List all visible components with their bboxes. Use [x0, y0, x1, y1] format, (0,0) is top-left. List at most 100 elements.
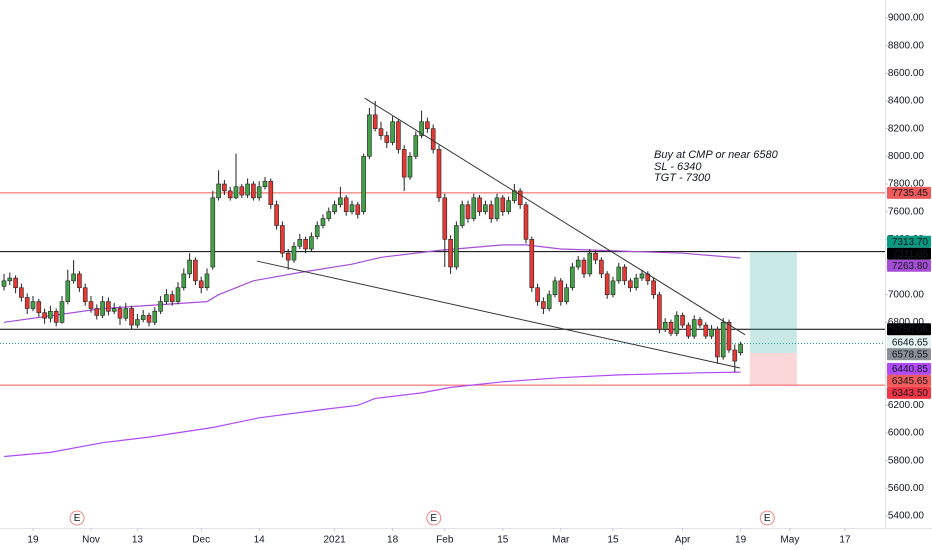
candle-body — [42, 312, 47, 319]
candle-body — [378, 128, 384, 136]
candle-body — [448, 239, 453, 268]
moving-average — [3, 371, 741, 458]
candle-body — [628, 280, 633, 289]
candle-body — [657, 294, 662, 330]
x-tick-label: Dec — [192, 535, 210, 546]
price-label: 7311.05 — [893, 249, 929, 260]
candle-body — [697, 319, 703, 326]
candle-body — [94, 308, 100, 316]
price-label: 7263.80 — [892, 261, 929, 272]
candle-body — [65, 280, 71, 302]
candle-body — [175, 287, 181, 302]
candle-body — [88, 301, 94, 309]
candle-body — [523, 204, 529, 240]
candle-body — [500, 197, 506, 212]
candle-body — [413, 135, 419, 157]
candle-body — [111, 308, 117, 312]
candle-body — [245, 183, 250, 196]
candle-body — [546, 294, 552, 309]
earnings-marker — [759, 510, 775, 526]
y-tick-label: 6200.00 — [888, 400, 925, 411]
y-tick-label: 5600.00 — [888, 483, 925, 494]
candle-body — [158, 301, 163, 312]
candle-body — [396, 121, 401, 150]
x-tick-label: 13 — [132, 535, 144, 546]
candle-body — [709, 328, 714, 337]
x-tick-label: Nov — [82, 535, 100, 546]
x-tick-label: 18 — [387, 535, 399, 546]
candle-body — [471, 197, 477, 219]
candle-body — [251, 183, 256, 199]
candle-body — [674, 315, 680, 334]
candle-body — [384, 135, 390, 143]
trend-line — [256, 260, 741, 369]
candle-body — [285, 252, 291, 261]
candle-body — [442, 197, 448, 240]
candle-body — [575, 259, 581, 268]
candle-body — [326, 211, 332, 219]
candle-body — [680, 315, 685, 326]
candle-body — [570, 266, 575, 289]
candle-body — [193, 259, 198, 282]
candle-body — [198, 280, 204, 289]
candle-body — [552, 280, 558, 295]
price-label-box — [887, 247, 931, 260]
candle-body — [36, 301, 42, 313]
candle-body — [7, 277, 13, 282]
x-tick-label: 15 — [497, 535, 509, 546]
x-tick-label: 15 — [607, 535, 619, 546]
candle-body — [135, 319, 140, 326]
candle-body — [274, 204, 279, 226]
candle-body — [71, 273, 76, 282]
candle-body — [604, 273, 610, 295]
candle-body — [82, 287, 88, 302]
candle-body — [541, 301, 546, 309]
candle-body — [222, 183, 227, 192]
candle-body — [117, 308, 123, 319]
earnings-label: E — [74, 513, 81, 524]
candle-body — [24, 297, 30, 309]
price-label-box — [887, 348, 931, 361]
candle-body — [204, 273, 210, 289]
candle-body — [639, 273, 645, 279]
candle-body — [349, 204, 355, 212]
annotation-line: TGT - 7300 — [654, 172, 711, 184]
candle-body — [686, 324, 691, 337]
x-tick-label: May — [780, 535, 799, 546]
price-label-box — [887, 323, 931, 336]
candle-body — [651, 280, 656, 295]
candle-body — [146, 315, 152, 323]
x-tick-label: 2021 — [323, 535, 346, 546]
candle-body — [100, 301, 105, 316]
trend-line — [364, 97, 746, 336]
candle-body — [53, 310, 59, 323]
candle-body — [477, 197, 482, 212]
candle-body — [430, 128, 436, 150]
x-tick-label: 17 — [839, 535, 851, 546]
price-label-box — [887, 235, 931, 248]
candle-body — [227, 190, 233, 199]
candle-body — [140, 315, 146, 320]
candle-body — [309, 236, 314, 250]
candle-body — [1, 280, 7, 287]
y-tick-label: 5400.00 — [888, 511, 925, 522]
y-tick-label: 7800.00 — [888, 179, 925, 190]
candle-body — [494, 197, 500, 219]
y-tick-label: 6800.00 — [888, 317, 925, 328]
y-tick-label: 8800.00 — [888, 40, 925, 51]
y-tick-label: 7000.00 — [888, 289, 925, 300]
candle-body — [30, 301, 36, 309]
earnings-label: E — [764, 513, 771, 524]
x-tick-label: 19 — [735, 535, 747, 546]
candle-body — [361, 156, 366, 212]
candle-body — [256, 186, 262, 199]
candle-body — [691, 319, 697, 337]
earnings-label: E — [430, 513, 437, 524]
x-tick-label: 14 — [254, 535, 266, 546]
candle-body — [703, 324, 709, 337]
candle-body — [320, 218, 326, 226]
candle-body — [454, 225, 459, 268]
candle-body — [662, 322, 668, 330]
earnings-marker — [426, 510, 442, 526]
